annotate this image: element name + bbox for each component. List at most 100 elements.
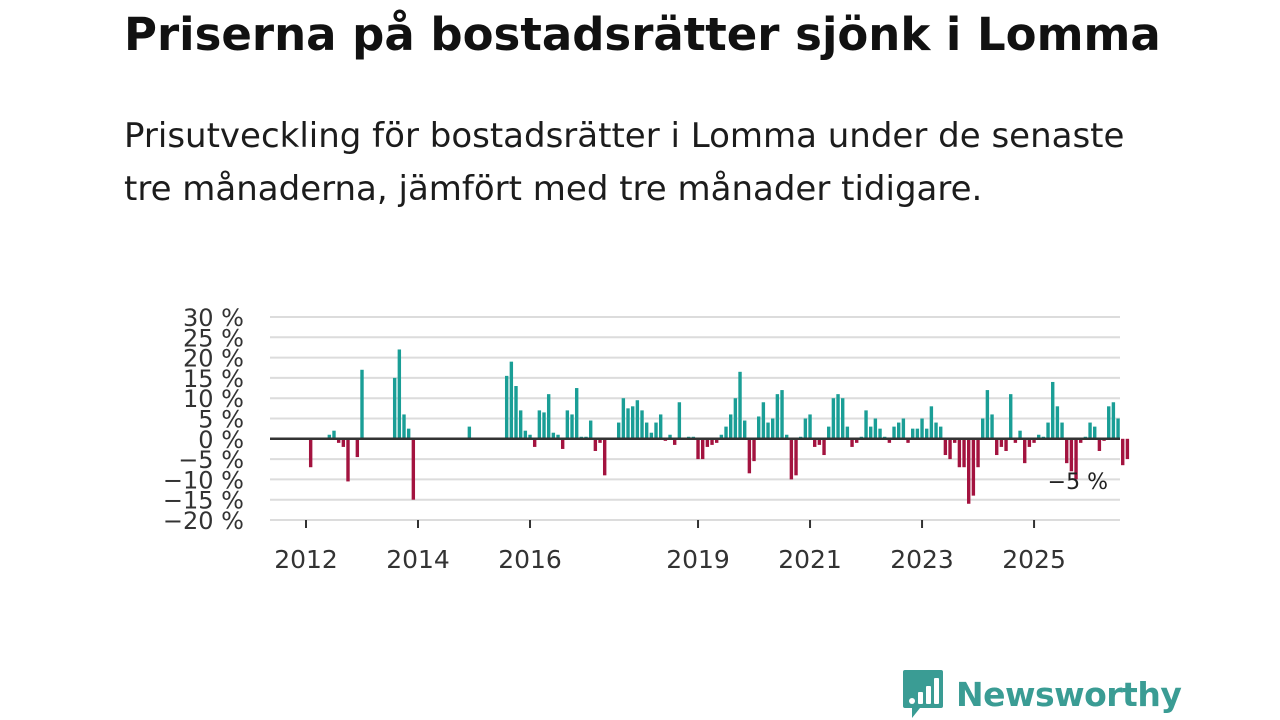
- x-tick-label: 2014: [386, 545, 450, 574]
- gridlines: [270, 316, 1120, 521]
- bar: [1069, 438, 1074, 472]
- bar: [827, 426, 831, 439]
- bar: [1060, 422, 1064, 439]
- bar: [537, 410, 542, 439]
- bar: [556, 434, 560, 439]
- bar: [411, 438, 416, 500]
- bar: [1055, 406, 1060, 439]
- bar: [654, 422, 658, 439]
- bar: [953, 438, 957, 443]
- bar: [817, 438, 822, 445]
- bar: [995, 438, 999, 456]
- bar: [990, 414, 994, 439]
- bar: [1013, 438, 1018, 443]
- bar: [962, 438, 966, 468]
- bar: [630, 406, 635, 439]
- bar: [528, 434, 532, 439]
- bar: [971, 438, 976, 496]
- y-tick-label: 0 %: [198, 426, 244, 454]
- y-tick-label: 30 %: [183, 304, 244, 332]
- bar: [789, 438, 794, 480]
- y-tick-label: −10 %: [163, 466, 244, 494]
- bar: [766, 422, 770, 439]
- x-tick-label: 2025: [1002, 545, 1066, 574]
- bar: [593, 438, 598, 451]
- bar: [467, 426, 472, 439]
- x-tick-label: 2016: [498, 545, 562, 574]
- bar: [1107, 406, 1111, 439]
- bar: [1088, 422, 1092, 439]
- bar: [551, 432, 556, 439]
- bar: [518, 410, 523, 439]
- bar: [761, 402, 766, 439]
- bar: [906, 438, 910, 443]
- bar: [677, 402, 682, 439]
- bar: [346, 438, 350, 482]
- bar: [1111, 402, 1116, 439]
- bar: [1116, 418, 1120, 439]
- bar: [920, 418, 924, 439]
- y-tick-label: 15 %: [183, 365, 244, 393]
- bar: [943, 438, 948, 456]
- bar: [1093, 426, 1097, 439]
- bar: [738, 371, 742, 439]
- bar: [878, 428, 882, 439]
- bar: [901, 418, 906, 439]
- bar: [1097, 438, 1102, 451]
- bar: [869, 426, 873, 439]
- bar: [729, 414, 733, 439]
- newsworthy-logo-text: Newsworthy: [956, 674, 1182, 714]
- bar: [1037, 434, 1041, 439]
- bar: [775, 394, 780, 439]
- bar: [1046, 422, 1050, 439]
- bar: [864, 410, 868, 439]
- x-tick-label: 2021: [778, 545, 842, 574]
- bar: [705, 438, 710, 447]
- y-tick-label: 5 %: [198, 406, 244, 434]
- y-tick-label: −15 %: [163, 487, 244, 515]
- bar: [560, 438, 565, 449]
- bar: [948, 438, 952, 460]
- bar: [700, 438, 705, 460]
- bar: [1027, 438, 1032, 447]
- bar: [724, 426, 728, 439]
- last-value-label: −5 %: [1048, 470, 1108, 495]
- bar: [733, 398, 738, 439]
- bar: [644, 422, 649, 439]
- bar: [336, 438, 341, 443]
- bar: [803, 418, 808, 439]
- bar: [1004, 438, 1008, 451]
- bar: [841, 398, 845, 439]
- bar: [532, 438, 537, 447]
- x-tick-label: 2019: [666, 545, 730, 574]
- bar: [743, 420, 747, 439]
- bar: [332, 430, 336, 439]
- bar: [392, 377, 397, 439]
- x-tick-label: 2012: [274, 545, 338, 574]
- bar: [855, 438, 859, 443]
- bar: [621, 398, 626, 439]
- bar: [822, 438, 826, 456]
- bar: [929, 406, 934, 439]
- bar: [658, 414, 663, 439]
- bar: [397, 349, 402, 439]
- chart-title: Priserna på bostadsrätter sjönk i Lomma: [124, 8, 1161, 61]
- bar: [887, 438, 892, 443]
- bar: [355, 438, 360, 458]
- bar: [672, 438, 677, 445]
- bar-chart: 30 %25 %20 %15 %10 %5 %0 %−5 %−10 %−15 %…: [163, 304, 1130, 574]
- bar: [757, 416, 761, 439]
- bar: [897, 422, 901, 439]
- bar: [831, 398, 836, 439]
- bar: [1079, 438, 1083, 443]
- bar: [308, 438, 313, 468]
- bar: [1065, 438, 1069, 464]
- bar: [542, 412, 546, 439]
- x-tick-label: 2023: [890, 545, 954, 574]
- newsworthy-logo: Newsworthy: [902, 668, 1182, 720]
- bar: [668, 434, 672, 439]
- bar: [1121, 438, 1125, 466]
- bar: [546, 394, 551, 439]
- bar: [981, 418, 985, 439]
- bar: [565, 410, 570, 439]
